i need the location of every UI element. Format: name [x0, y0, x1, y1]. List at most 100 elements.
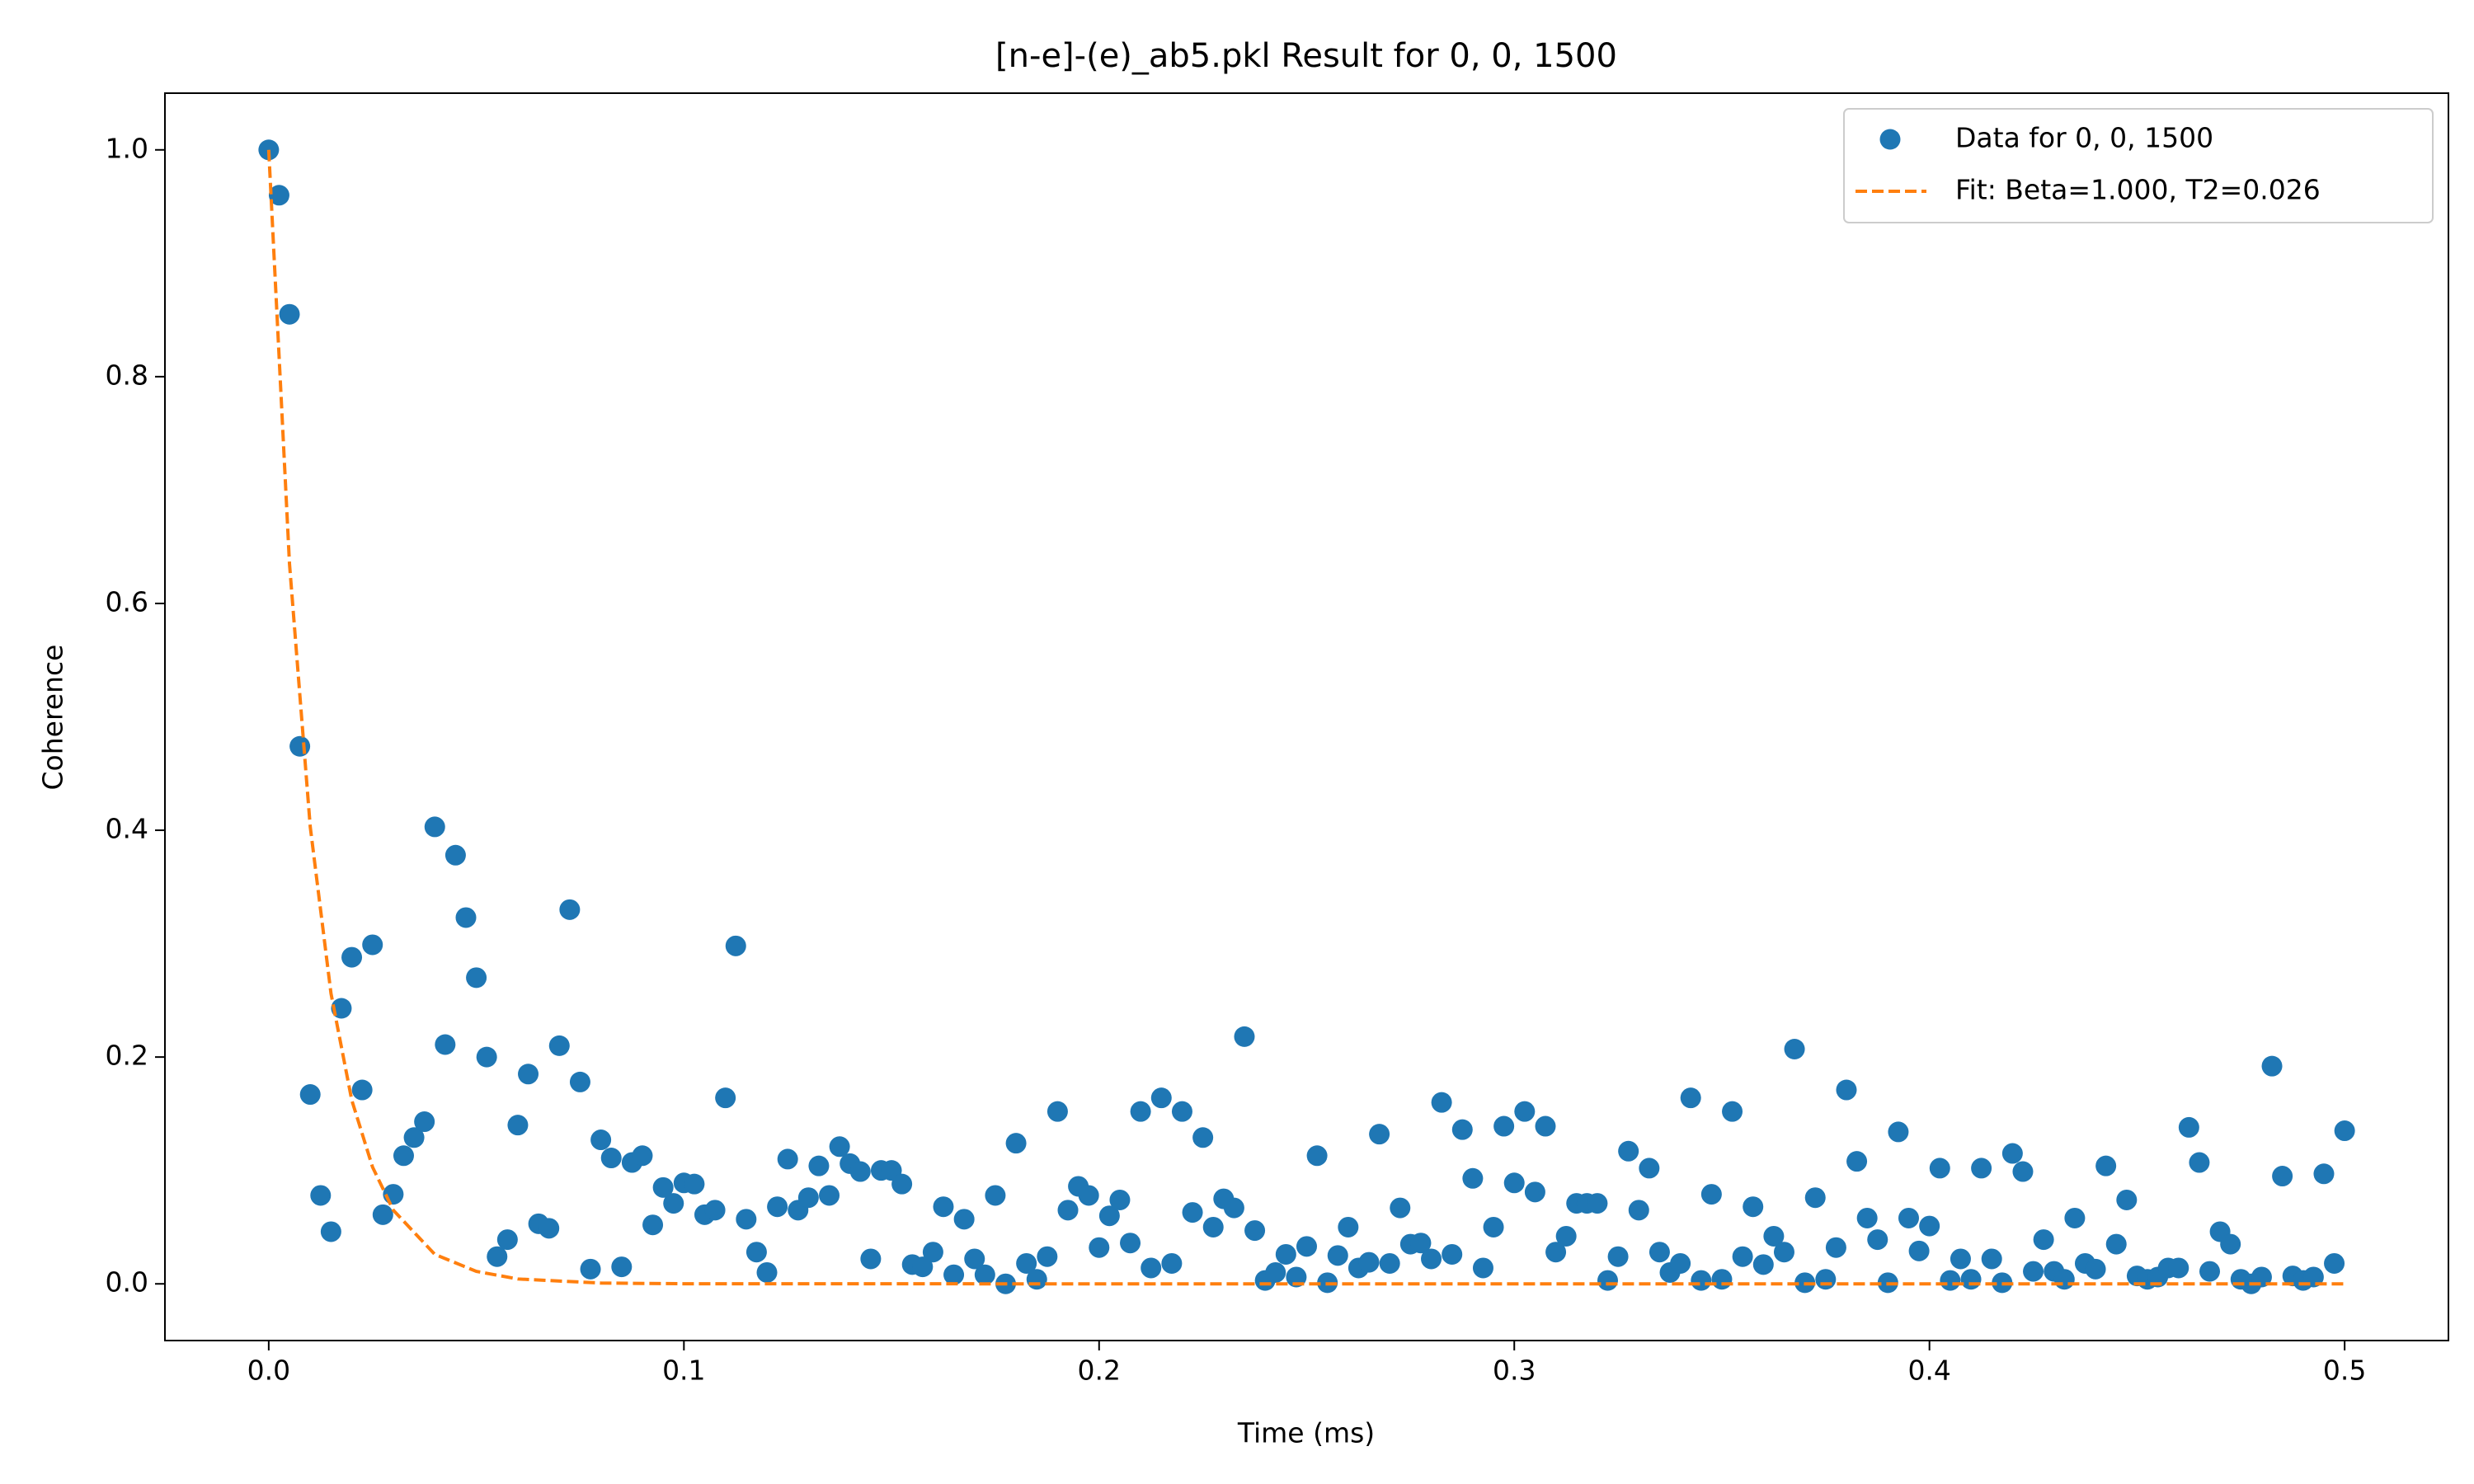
data-point — [642, 1214, 664, 1236]
data-point — [1597, 1270, 1619, 1291]
data-point — [777, 1148, 798, 1170]
data-point — [1234, 1026, 1255, 1047]
data-point — [1286, 1266, 1307, 1288]
data-point — [2168, 1257, 2189, 1279]
data-point — [1493, 1115, 1515, 1137]
data-point — [953, 1209, 975, 1230]
data-point — [736, 1209, 757, 1230]
data-point — [393, 1145, 414, 1167]
data-point — [891, 1173, 913, 1195]
data-point — [1825, 1237, 1846, 1258]
data-point — [362, 934, 383, 956]
data-point — [1535, 1115, 1556, 1137]
data-point — [1338, 1216, 1359, 1237]
data-point — [1451, 1119, 1473, 1140]
data-point — [2178, 1116, 2199, 1138]
data-point — [767, 1196, 788, 1218]
data-point — [1908, 1240, 1930, 1261]
data-point — [466, 967, 487, 989]
data-point — [1141, 1257, 1162, 1279]
y-tick-label: 0.4 — [106, 813, 148, 845]
data-point — [933, 1196, 954, 1218]
data-point — [2105, 1233, 2127, 1255]
data-point — [1743, 1196, 1764, 1218]
data-point — [1555, 1225, 1577, 1247]
data-point — [1379, 1252, 1400, 1274]
data-point — [1462, 1167, 1484, 1189]
data-point — [1732, 1246, 1753, 1267]
axes-frame — [164, 92, 2449, 1341]
data-point — [1784, 1039, 1805, 1060]
y-tick-label: 0.8 — [106, 359, 148, 391]
fit-line — [266, 149, 2345, 1286]
data-point — [1150, 1087, 1172, 1109]
data-point — [548, 1035, 570, 1056]
data-point — [1098, 1205, 1120, 1227]
data-point — [289, 735, 311, 757]
x-tick-label: 0.3 — [1493, 1355, 1536, 1387]
data-point — [1836, 1079, 1857, 1101]
data-point — [2033, 1229, 2054, 1251]
data-point — [1722, 1101, 1743, 1122]
data-point — [1202, 1216, 1224, 1237]
data-point — [1390, 1197, 1411, 1219]
data-point — [476, 1046, 497, 1068]
chart-title: [n-e]-(e)_ab5.pkl Result for 0, 0, 1500 — [995, 37, 1617, 75]
data-point — [1026, 1269, 1047, 1290]
data-point — [1120, 1233, 1141, 1254]
data-point — [268, 185, 289, 206]
data-point — [1442, 1243, 1463, 1265]
data-point — [2012, 1161, 2034, 1182]
data-point — [2251, 1266, 2272, 1288]
data-point — [487, 1246, 508, 1267]
data-point — [1919, 1215, 1940, 1237]
data-point — [860, 1248, 882, 1270]
x-tick-label: 0.0 — [247, 1355, 290, 1387]
data-point — [1265, 1261, 1286, 1283]
data-point — [964, 1248, 985, 1270]
data-point — [1607, 1246, 1629, 1267]
data-point — [1618, 1140, 1639, 1162]
x-tick-label: 0.4 — [1907, 1355, 1950, 1387]
data-point — [1047, 1101, 1068, 1122]
data-point — [2302, 1266, 2324, 1288]
data-point — [1639, 1158, 1660, 1179]
data-point — [2001, 1143, 2023, 1164]
data-point — [2053, 1269, 2075, 1290]
data-point — [1524, 1181, 1545, 1203]
data-point — [1929, 1158, 1950, 1179]
data-point — [2064, 1207, 2086, 1228]
data-point — [1888, 1121, 1909, 1143]
data-point — [1680, 1087, 1701, 1109]
data-point — [1773, 1242, 1794, 1263]
data-point — [1472, 1257, 1493, 1279]
data-point — [912, 1256, 934, 1278]
data-point — [2324, 1252, 2345, 1274]
data-point — [684, 1173, 705, 1195]
data-point — [1691, 1270, 1712, 1291]
data-point — [715, 1087, 736, 1109]
data-point — [1161, 1252, 1183, 1274]
data-point — [372, 1204, 393, 1225]
data-point — [2334, 1120, 2355, 1142]
data-point — [2199, 1261, 2221, 1282]
data-point — [320, 1221, 341, 1242]
data-point — [1815, 1269, 1837, 1290]
data-point — [444, 844, 466, 866]
data-point — [1867, 1229, 1888, 1251]
data-point — [539, 1218, 560, 1239]
data-point — [1223, 1197, 1244, 1219]
data-point — [279, 303, 300, 325]
data-point — [435, 1034, 456, 1055]
legend-swatch — [1879, 129, 1901, 150]
data-point — [1483, 1216, 1504, 1237]
legend-box — [1843, 108, 2434, 223]
x-tick-label: 0.5 — [2323, 1355, 2366, 1387]
data-point — [455, 907, 477, 928]
data-point — [518, 1064, 539, 1085]
data-point — [2220, 1233, 2241, 1255]
y-tick-label: 0.6 — [106, 585, 148, 618]
